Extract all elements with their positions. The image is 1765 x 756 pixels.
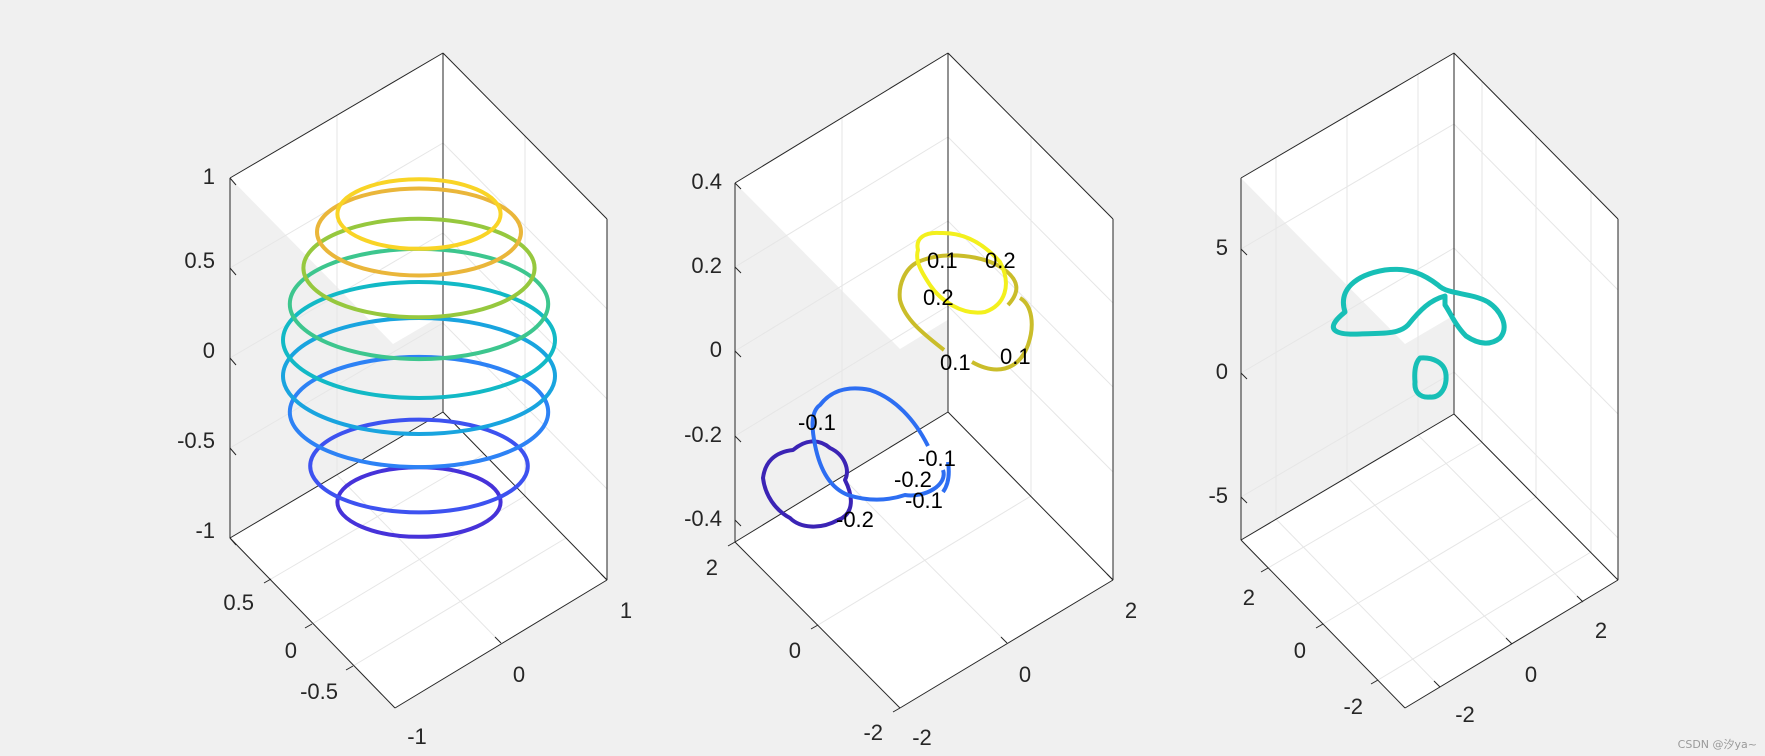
subplot-1-tick-marks <box>229 177 608 671</box>
subplot-2-contour-neg01 <box>810 386 951 502</box>
contour-label: -0.1 <box>798 410 836 435</box>
subplot-3-tick-labels: 5 0 -5 2 0 -2 -2 0 2 <box>1208 235 1607 727</box>
contour-label: 0.1 <box>1000 344 1031 369</box>
subplot-2-tick-labels: 0.4 0.2 0 -0.2 -0.4 2 0 -2 -2 0 2 <box>684 169 1137 750</box>
subplot-2-z-tick: 0.4 <box>691 169 722 194</box>
subplot-2-contour-02 <box>915 230 1008 315</box>
subplot-1-z-tick: -0.5 <box>177 428 215 453</box>
contour-label: -0.2 <box>836 507 874 532</box>
subplot-2-x-tick: 2 <box>1125 598 1137 623</box>
contour-label: 0.1 <box>940 350 971 375</box>
subplot-3-tick-marks <box>1240 248 1584 688</box>
subplot-2-contour-neg02 <box>761 439 853 529</box>
contour-label: 0.1 <box>927 248 958 273</box>
subplot-3-x-tick: -2 <box>1455 702 1475 727</box>
contour-label: 0.2 <box>923 285 954 310</box>
subplot-1-x-tick: -1 <box>407 724 427 749</box>
subplot-1-y-tick: 0.5 <box>223 590 254 615</box>
subplot-2-y-tick: 0 <box>789 638 801 663</box>
subplot-2-z-tick: 0 <box>710 337 722 362</box>
ring-6 <box>301 216 537 320</box>
contour-label: -0.1 <box>918 446 956 471</box>
contour-label: -0.2 <box>894 467 932 492</box>
subplot-3-grid <box>1240 74 1619 688</box>
subplot-2-y-tick: 2 <box>706 555 718 580</box>
subplot-2: -0.1 -0.1 -0.2 -0.1 -0.2 0.1 0.2 0.2 0.1… <box>684 52 1137 750</box>
subplot-3: 5 0 -5 2 0 -2 -2 0 2 <box>1208 52 1619 727</box>
subplot-2-x-tick: -2 <box>912 725 932 750</box>
subplot-3-y-tick: 2 <box>1243 585 1255 610</box>
contour-label: -0.1 <box>905 488 943 513</box>
subplot-3-curve-loop <box>1412 355 1449 400</box>
subplot-3-curves <box>1330 266 1507 400</box>
subplot-1-x-tick: 1 <box>620 598 632 623</box>
subplot-1-z-tick: 0 <box>203 338 215 363</box>
ring-7 <box>315 186 523 278</box>
subplot-3-x-tick: 2 <box>1595 618 1607 643</box>
ring-2 <box>287 354 551 470</box>
subplot-3-x-tick: 0 <box>1525 662 1537 687</box>
subplot-2-z-tick: 0.2 <box>691 253 722 278</box>
subplot-3-z-tick: -5 <box>1208 483 1228 508</box>
subplot-1: 1 0.5 0 -0.5 -1 0.5 0 -0.5 -1 0 1 <box>177 52 632 749</box>
subplot-3-y-tick: 0 <box>1294 638 1306 663</box>
subplot-1-y-tick: -0.5 <box>300 679 338 704</box>
ring-4 <box>281 280 557 400</box>
contour-label: 0.2 <box>985 248 1016 273</box>
subplot-2-x-tick: 0 <box>1019 662 1031 687</box>
subplot-2-axes <box>734 52 1114 709</box>
subplot-2-y-tick: -2 <box>863 720 883 745</box>
ring-8 <box>335 177 503 251</box>
subplot-1-y-tick: 0 <box>285 638 297 663</box>
subplot-2-contour-labels: -0.1 -0.1 -0.2 -0.1 -0.2 0.1 0.2 0.2 0.1… <box>798 248 1031 532</box>
subplot-3-z-tick: 5 <box>1216 235 1228 260</box>
subplot-3-z-tick: 0 <box>1216 359 1228 384</box>
subplot-3-curve-lobe <box>1330 266 1507 346</box>
subplot-2-tick-marks <box>727 182 1114 713</box>
subplot-1-z-tick: 1 <box>203 164 215 189</box>
subplot-2-contours <box>761 230 1034 529</box>
subplot-1-tick-labels: 1 0.5 0 -0.5 -1 0.5 0 -0.5 -1 0 1 <box>177 164 632 749</box>
subplot-1-rings <box>281 177 557 539</box>
subplot-2-z-tick: -0.4 <box>684 506 722 531</box>
subplot-1-z-tick: 0.5 <box>184 248 215 273</box>
subplot-1-x-tick: 0 <box>513 662 525 687</box>
subplot-3-y-tick: -2 <box>1343 694 1363 719</box>
subplot-1-z-tick: -1 <box>195 518 215 543</box>
ring-1 <box>308 417 530 515</box>
watermark: CSDN @汐ya~ <box>1677 738 1757 751</box>
subplot-2-z-tick: -0.2 <box>684 422 722 447</box>
